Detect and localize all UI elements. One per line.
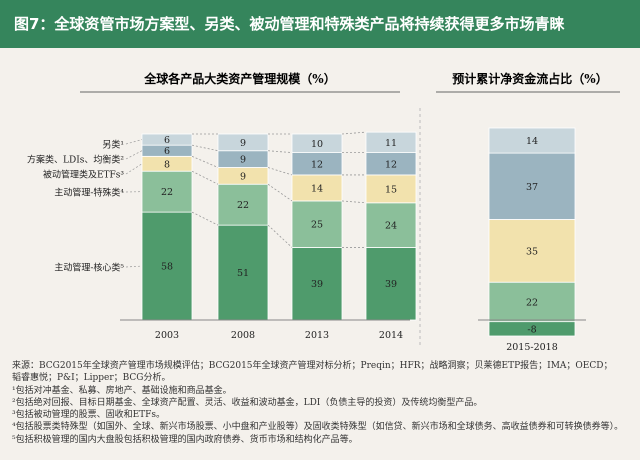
- x-tick-label: 2003: [155, 330, 179, 341]
- x-tick-label: 2013: [305, 330, 329, 341]
- bar-segment: [291, 133, 343, 154]
- x-tick-label: 2015-2018: [506, 342, 558, 353]
- footnote-1: ¹包括对冲基金、私募、房地产、基础设施和商品基金。: [12, 385, 232, 396]
- segment-connector: [267, 150, 293, 153]
- data-label: 24: [385, 221, 397, 232]
- segment-connector: [341, 200, 367, 204]
- label-leader: [125, 150, 143, 160]
- footnote-4: ⁴包括股票类特殊型（如国外、全球、新兴市场股票、小中盘和产业股等）及固收类特殊型…: [12, 422, 624, 433]
- data-label: 14: [526, 136, 538, 147]
- data-label: 6: [164, 146, 170, 157]
- bar-segment: [217, 183, 269, 226]
- bar-segment: [217, 224, 269, 321]
- data-label: 22: [237, 200, 249, 211]
- data-label: 12: [385, 159, 397, 170]
- bar-segment: [488, 127, 576, 154]
- series-label: 主动管理-特殊类⁴: [54, 187, 124, 199]
- segment-connector: [191, 144, 219, 152]
- x-tick-label: 2014: [379, 330, 403, 341]
- source-line: 来源：BCG2015年全球资产管理市场规模评估；BCG2015年全球资产管理对标…: [12, 361, 613, 371]
- data-label: 39: [311, 279, 323, 290]
- left-stacked-bars: 58 22 8 66 2003 51 22 9 9 9 2008 39 25 14 12 10 2013 39 24…: [27, 131, 417, 341]
- data-label: 9: [240, 171, 246, 182]
- segment-connector: [191, 170, 219, 185]
- bar-segment: [365, 202, 417, 248]
- label-leader: [125, 163, 143, 175]
- data-label: 22: [526, 297, 538, 308]
- source-line-cont: 韬睿惠悦；P&I；Lipper；BCG分析。: [12, 373, 171, 384]
- data-label: 10: [311, 139, 323, 150]
- segment-connector: [191, 155, 219, 168]
- segment-connector: [191, 211, 219, 226]
- label-leader: [125, 139, 143, 145]
- x-tick-label: 2008: [231, 330, 255, 341]
- data-label: 25: [311, 220, 323, 231]
- data-label: 58: [161, 262, 173, 273]
- series-label: 被动管理类及ETFs³: [43, 169, 124, 181]
- segment-connector: [341, 131, 367, 135]
- data-label: 39: [385, 279, 397, 290]
- figure-header: 图7：全球资管市场方案型、另类、被动管理和特殊类产品将持续获得更多市场青睐: [0, 0, 640, 48]
- footnotes: 来源：BCG2015年全球资产管理市场规模评估；BCG2015年全球资产管理对标…: [12, 360, 632, 446]
- bar-segment: [217, 133, 269, 152]
- data-label: 37: [526, 182, 538, 193]
- footnote-3: ³包括被动管理的股票、固收和ETFs。: [12, 410, 166, 421]
- bar-segment: [488, 281, 576, 323]
- bar-segment: [488, 219, 576, 283]
- series-label: 另类¹: [102, 139, 124, 151]
- series-label: 主动管理-核心类⁵: [54, 262, 124, 274]
- data-label: 14: [311, 183, 323, 194]
- data-label: 8: [164, 159, 170, 170]
- label-leader: [125, 265, 143, 268]
- data-label: 11: [385, 138, 397, 149]
- data-label: 35: [526, 246, 538, 257]
- segment-connector: [267, 183, 293, 202]
- right-stacked-bar: -8 22 35 37 14 2015-2018: [488, 127, 576, 353]
- data-label: 12: [311, 159, 323, 170]
- bar-segment: [365, 174, 417, 204]
- footnote-5: ⁵包括积极管理的国内大盘股包括积极管理的国内政府债券、货币市场和结构化产品等。: [12, 434, 358, 445]
- bar-segment: [291, 174, 343, 202]
- bar-segment: [365, 247, 417, 321]
- chart-area: 全球各产品大类资产管理规模（%） 预计累计净资金流占比（%） 58 22 8 66 20…: [27, 71, 620, 353]
- figure-title: 图7：全球资管市场方案型、另类、被动管理和特殊类产品将持续获得更多市场青睐: [14, 15, 565, 33]
- data-label: 6: [164, 135, 170, 146]
- segment-connector: [267, 167, 293, 176]
- data-label: 22: [161, 187, 173, 198]
- bar-segment: [291, 200, 343, 248]
- segment-connector: [267, 224, 293, 248]
- data-label: 51: [237, 268, 249, 279]
- bar-segment: [488, 152, 576, 220]
- data-label: 9: [240, 155, 246, 166]
- footnote-2: ²包括绝对回报、目标日期基金、全球资产配置、灵活、收益和波动基金，LDI（负债主…: [12, 397, 483, 408]
- data-label: 15: [385, 184, 397, 195]
- left-chart-title: 全球各产品大类资产管理规模（%）: [143, 71, 335, 86]
- right-chart-title: 预计累计净资金流占比（%）: [452, 71, 607, 86]
- data-label: 9: [240, 138, 246, 149]
- series-label: 方案类、LDIs、均衡类²: [27, 154, 124, 166]
- data-label: -8: [527, 324, 536, 335]
- bar-segment: [365, 131, 417, 153]
